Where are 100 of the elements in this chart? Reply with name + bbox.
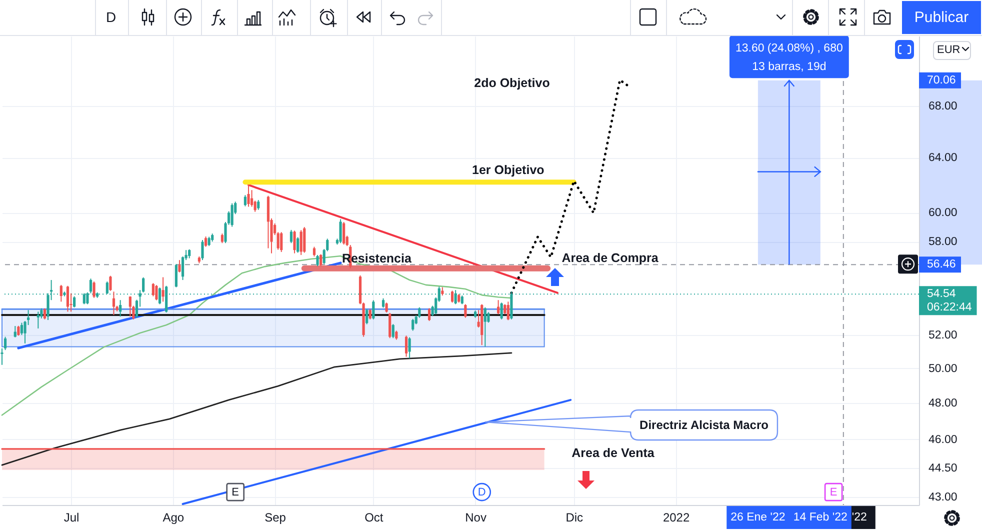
candlestick	[496, 300, 500, 315]
candlestick	[408, 336, 411, 359]
candlestick	[155, 284, 158, 301]
x-tick-label: 26 Ene '22	[730, 512, 786, 524]
x-tick-label: Sep	[264, 510, 286, 524]
candlestick	[0, 348, 4, 366]
candlestick	[320, 254, 322, 267]
x-tick-label: Nov	[465, 510, 486, 524]
candlestick	[368, 308, 372, 320]
candlestick	[392, 324, 394, 339]
annotation: 13 barras, 19d	[752, 61, 826, 74]
candlestick	[280, 232, 283, 252]
y-tick-label: 50.00	[928, 362, 958, 375]
candlestick	[484, 306, 486, 348]
y-tick-label: 44.50	[928, 462, 958, 474]
candlestick	[342, 221, 346, 246]
x-tick-label: Oct	[364, 510, 384, 524]
candlestick	[178, 260, 181, 273]
candlestick	[20, 322, 24, 336]
candlestick	[204, 236, 208, 248]
candlestick	[201, 240, 204, 261]
candlestick	[293, 230, 296, 254]
candlestick	[43, 308, 46, 320]
x-tick-label: Dic	[566, 510, 584, 524]
candlestick	[404, 335, 408, 358]
candlestick	[66, 285, 70, 312]
candlestick	[506, 301, 510, 321]
candlestick	[208, 236, 210, 247]
text: D	[106, 9, 116, 26]
ref-line-label: '22	[852, 512, 867, 524]
candlestick	[500, 302, 503, 320]
candlestick	[162, 276, 164, 302]
candlestick	[454, 290, 457, 305]
candlestick	[220, 233, 224, 244]
candlestick	[428, 308, 431, 322]
candlestick	[366, 308, 368, 325]
y-tick-label: 56.46	[927, 258, 956, 271]
candlestick	[257, 199, 260, 210]
x-tick-label: 2022	[662, 510, 690, 524]
candlestick	[395, 330, 398, 340]
candlestick	[244, 194, 247, 207]
y-tick-label: 58.00	[928, 236, 958, 248]
x-tick-label: 14 Feb '22	[793, 512, 848, 524]
y-tick-label: 68.00	[928, 100, 958, 112]
candlestick	[89, 278, 92, 294]
candlestick	[152, 282, 154, 297]
annotation: 1er Objetivo	[472, 163, 545, 178]
y-tick-label: 70.06	[927, 74, 956, 86]
y-tick-label: 60.00	[928, 207, 958, 220]
candlestick	[4, 336, 7, 351]
candlestick	[450, 290, 454, 304]
candlestick	[109, 275, 112, 292]
candlestick	[290, 229, 293, 244]
line-series	[1, 255, 512, 416]
ref-line-label: 54.54	[927, 288, 956, 300]
annotation: 13.60 (24.08%) , 680	[735, 42, 843, 54]
candlestick	[464, 304, 467, 318]
y-tick-label: 64.00	[928, 152, 958, 164]
candlestick	[303, 226, 306, 254]
candlestick	[60, 284, 62, 302]
candlestick	[487, 312, 490, 324]
line-series	[1, 352, 512, 466]
annotation: Area de Venta	[572, 446, 656, 460]
candlestick	[388, 312, 392, 339]
annotation: 2do Objetivo	[474, 76, 550, 90]
annotation: Directriz Alcista Macro	[640, 418, 768, 432]
candlestick	[92, 281, 96, 298]
candlestick	[247, 184, 250, 208]
candlestick	[128, 296, 132, 318]
candlestick	[312, 246, 316, 257]
y-tick-label: 46.00	[928, 434, 958, 446]
text: 06:22:44	[927, 302, 972, 314]
candlestick	[158, 287, 162, 305]
candlestick	[119, 300, 122, 318]
candlestick	[339, 218, 342, 244]
candlestick	[372, 300, 375, 320]
candlestick	[17, 325, 20, 336]
x-tick-label: Jul	[64, 510, 80, 524]
candlestick	[73, 296, 76, 308]
candlestick	[412, 318, 414, 332]
candlestick	[230, 202, 234, 228]
y-tick-label: 52.00	[928, 329, 958, 342]
candlestick	[36, 311, 40, 329]
candlestick	[385, 302, 388, 313]
annotation: D	[478, 486, 486, 499]
y-tick-label: 48.00	[928, 398, 958, 410]
publish-button: Publicar	[902, 1, 981, 34]
candlestick	[382, 298, 385, 308]
candlestick	[300, 230, 302, 256]
annotation: E	[232, 486, 240, 499]
candlestick	[316, 254, 319, 267]
candlestick	[296, 236, 300, 254]
candlestick	[112, 291, 116, 316]
y-tick-label: 43.00	[928, 492, 958, 504]
currency-select: EUR	[933, 41, 972, 60]
x-tick-label: Ago	[162, 510, 184, 524]
candlestick	[174, 263, 178, 288]
annotation: E	[830, 486, 838, 499]
annotation: Area de Compra	[562, 251, 660, 265]
candlestick	[14, 326, 16, 338]
